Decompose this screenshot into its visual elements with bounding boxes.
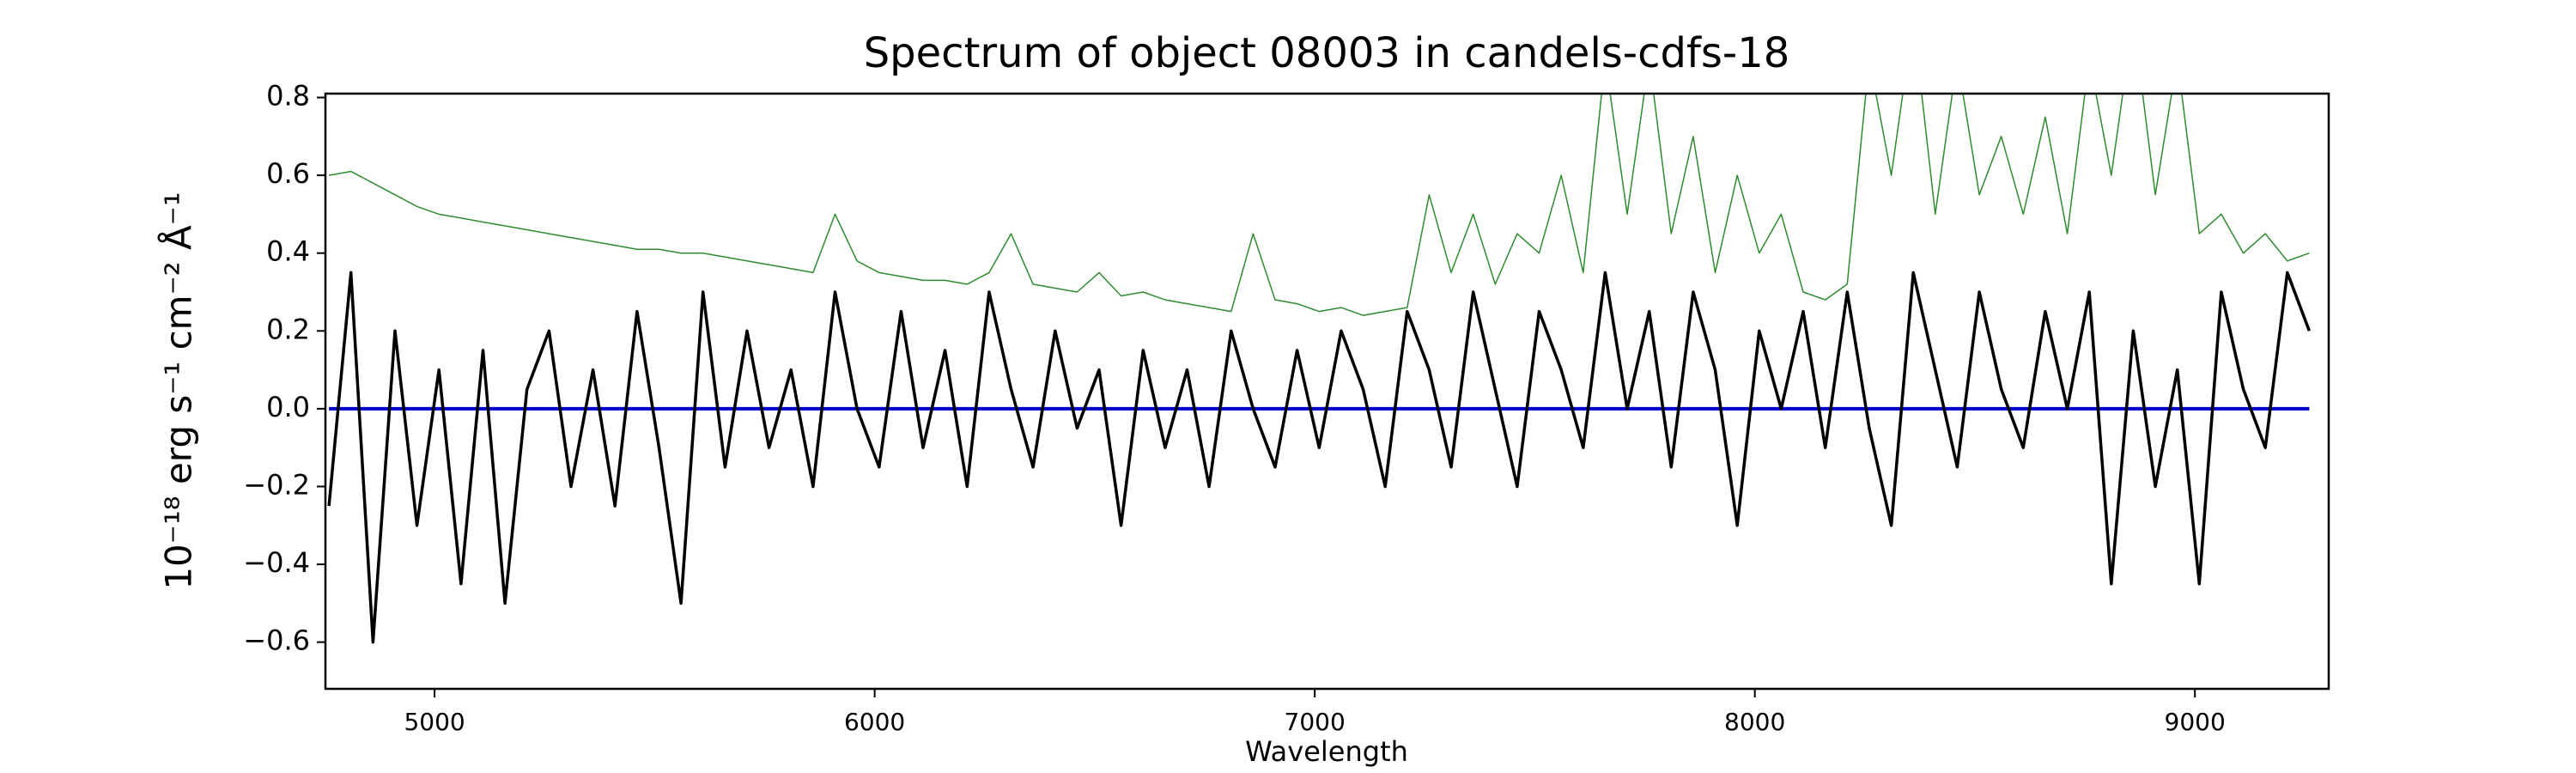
- series-line: [328, 94, 2310, 316]
- y-tick-label: −0.4: [243, 546, 310, 579]
- y-tick-label: 0.2: [266, 313, 310, 345]
- x-axis-label: Wavelength: [1245, 735, 1408, 768]
- y-tick-label: −0.2: [243, 468, 310, 501]
- series-line: [327, 271, 2312, 644]
- x-tick-label: 8000: [1724, 708, 1785, 736]
- x-tick-label: 9000: [2165, 708, 2226, 736]
- x-tick-label: 7000: [1285, 708, 1346, 736]
- y-tick-label: 0.4: [266, 235, 310, 268]
- x-tick-label: 5000: [404, 708, 465, 736]
- plot-area: [327, 94, 2312, 644]
- y-axis-label: 10⁻¹⁸ erg s⁻¹ cm⁻² Å⁻¹: [157, 192, 200, 589]
- y-tick-label: 0.6: [266, 157, 310, 190]
- y-tick-label: −0.6: [243, 624, 310, 657]
- plot-frame: [324, 92, 2330, 691]
- y-tick-label: 0.8: [266, 80, 310, 113]
- y-tick-label: 0.0: [266, 391, 310, 423]
- x-tick-label: 6000: [844, 708, 905, 736]
- chart-title: Spectrum of object 08003 in candels-cdfs…: [864, 29, 1790, 77]
